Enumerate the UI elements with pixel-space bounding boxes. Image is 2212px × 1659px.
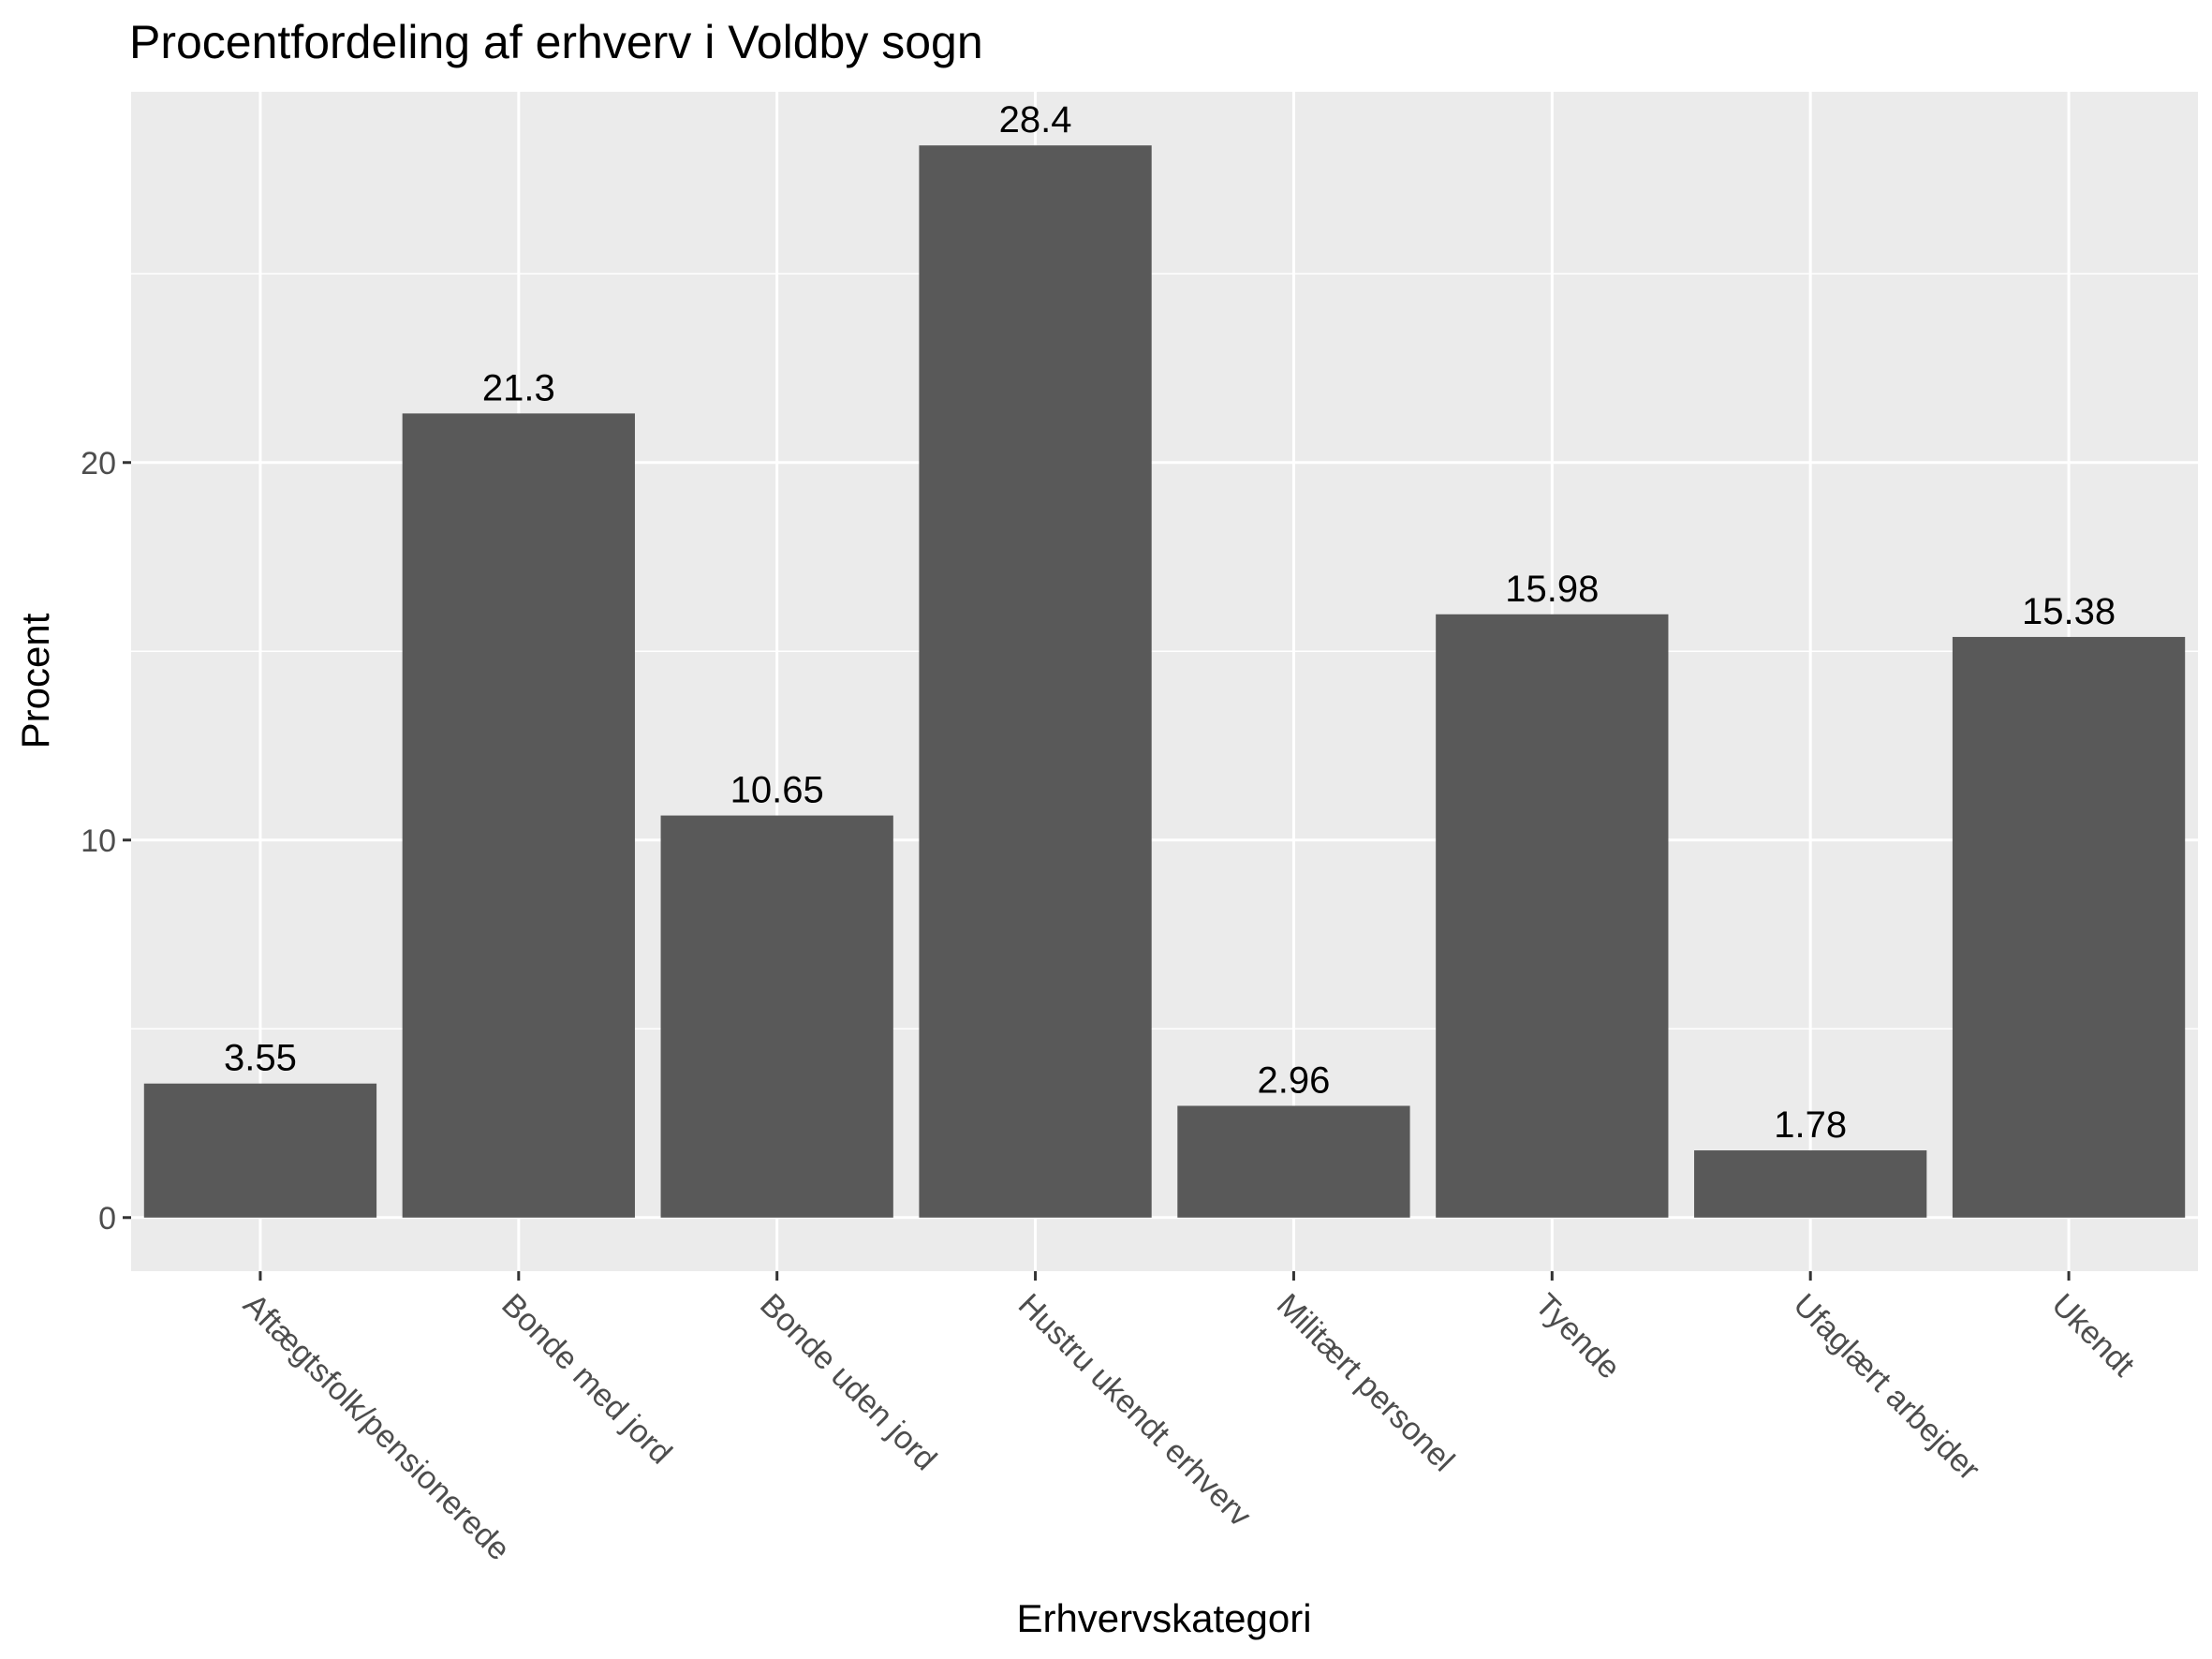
x-tick-label-1: Bonde med jord bbox=[494, 1287, 679, 1472]
value-label-0: 3.55 bbox=[224, 1038, 297, 1079]
bar-1 bbox=[402, 413, 635, 1218]
bar-5 bbox=[1436, 614, 1669, 1218]
value-label-7: 15.38 bbox=[2022, 591, 2116, 632]
y-tick-label-0: 0 bbox=[98, 1201, 116, 1237]
bar-4 bbox=[1177, 1105, 1410, 1218]
y-tick-label-10: 10 bbox=[81, 823, 116, 859]
bars bbox=[143, 145, 2186, 1218]
x-tick-label-5: Tyende bbox=[1528, 1287, 1628, 1386]
value-label-5: 15.98 bbox=[1505, 569, 1599, 610]
x-tick-label-3: Hustru ukendt erhverv bbox=[1011, 1287, 1258, 1533]
y-tick-label-20: 20 bbox=[81, 446, 116, 481]
bar-0 bbox=[143, 1083, 377, 1218]
x-tick-label-2: Bonde uden jord bbox=[753, 1287, 943, 1477]
y-axis-title: Procent bbox=[13, 613, 57, 748]
value-label-1: 21.3 bbox=[482, 367, 555, 408]
value-label-3: 28.4 bbox=[999, 99, 1072, 141]
y-axis: 0 10 20 bbox=[81, 446, 131, 1237]
value-label-2: 10.65 bbox=[730, 770, 824, 811]
bar-2 bbox=[660, 815, 893, 1218]
value-label-4: 2.96 bbox=[1258, 1059, 1331, 1101]
value-labels: 3.55 21.3 10.65 28.4 2.96 15.98 1.78 15.38 bbox=[224, 99, 2116, 1146]
bar-7 bbox=[1952, 636, 2186, 1218]
x-tick-label-6: Ufaglært arbejder bbox=[1787, 1287, 1987, 1488]
bar-6 bbox=[1694, 1150, 1927, 1218]
x-tick-label-4: Militært personel bbox=[1270, 1287, 1462, 1479]
value-label-6: 1.78 bbox=[1774, 1104, 1847, 1146]
x-tick-label-7: Ukendt bbox=[2044, 1287, 2141, 1384]
x-tick-label-0: Aftægtsfolk/pensionerede bbox=[236, 1287, 517, 1568]
x-axis-title: Erhvervskategori bbox=[1016, 1596, 1311, 1640]
bar-3 bbox=[919, 145, 1152, 1218]
chart-title: Procentfordeling af erhverv i Voldby sog… bbox=[129, 16, 983, 68]
